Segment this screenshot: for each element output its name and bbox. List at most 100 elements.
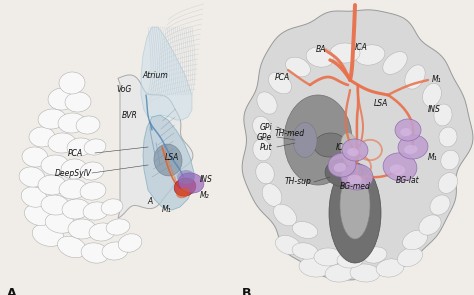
Ellipse shape (57, 236, 86, 258)
Ellipse shape (355, 45, 385, 65)
Text: BVR: BVR (122, 111, 138, 119)
Ellipse shape (293, 122, 317, 158)
Ellipse shape (328, 153, 356, 177)
Ellipse shape (314, 133, 346, 157)
Text: M₁: M₁ (432, 76, 442, 84)
Ellipse shape (45, 213, 75, 233)
Ellipse shape (67, 138, 93, 156)
Ellipse shape (19, 167, 45, 187)
Ellipse shape (330, 43, 360, 63)
Ellipse shape (438, 173, 458, 194)
Ellipse shape (419, 215, 441, 235)
Ellipse shape (273, 204, 297, 226)
Ellipse shape (38, 109, 66, 129)
Ellipse shape (83, 202, 109, 220)
Text: Atrium: Atrium (142, 71, 168, 79)
Ellipse shape (76, 116, 100, 134)
Text: M₁: M₁ (162, 204, 172, 214)
Ellipse shape (314, 248, 342, 266)
Ellipse shape (253, 139, 271, 161)
Ellipse shape (80, 162, 104, 180)
Ellipse shape (48, 88, 76, 110)
Ellipse shape (340, 171, 370, 239)
Ellipse shape (325, 264, 355, 282)
Ellipse shape (24, 204, 52, 226)
Ellipse shape (292, 222, 318, 238)
Text: DeepSylV: DeepSylV (55, 168, 92, 178)
Ellipse shape (84, 139, 106, 155)
Text: BG-med: BG-med (339, 182, 371, 191)
Polygon shape (143, 115, 194, 210)
Ellipse shape (81, 243, 109, 263)
Ellipse shape (80, 182, 106, 200)
Ellipse shape (59, 72, 85, 94)
Ellipse shape (59, 179, 87, 199)
Ellipse shape (262, 184, 282, 206)
Ellipse shape (337, 252, 363, 268)
Ellipse shape (400, 128, 412, 136)
Text: A: A (7, 287, 17, 295)
Ellipse shape (32, 224, 64, 246)
Ellipse shape (41, 155, 69, 175)
Ellipse shape (22, 147, 48, 167)
Ellipse shape (177, 170, 195, 184)
Text: VoG: VoG (117, 86, 132, 94)
Polygon shape (141, 27, 192, 120)
Ellipse shape (275, 235, 301, 255)
Polygon shape (118, 75, 193, 218)
Ellipse shape (62, 199, 90, 219)
Ellipse shape (178, 173, 204, 193)
Text: TH-med: TH-med (275, 129, 305, 137)
Ellipse shape (397, 248, 423, 267)
Ellipse shape (434, 104, 452, 126)
Ellipse shape (48, 133, 76, 153)
Ellipse shape (299, 257, 331, 277)
Ellipse shape (89, 223, 115, 241)
Ellipse shape (363, 247, 387, 263)
Ellipse shape (101, 199, 123, 215)
Ellipse shape (21, 187, 47, 207)
Text: PCA: PCA (68, 148, 83, 158)
Ellipse shape (306, 47, 334, 67)
Ellipse shape (341, 133, 359, 167)
Ellipse shape (423, 83, 441, 107)
Text: M₁: M₁ (428, 153, 438, 161)
Text: BG-lat: BG-lat (396, 176, 420, 185)
Ellipse shape (292, 243, 318, 259)
Ellipse shape (118, 234, 142, 252)
Ellipse shape (402, 230, 428, 250)
Ellipse shape (383, 52, 407, 74)
Ellipse shape (441, 150, 459, 170)
Text: Put: Put (259, 142, 272, 152)
Ellipse shape (58, 113, 86, 133)
Ellipse shape (106, 219, 130, 235)
Ellipse shape (347, 148, 359, 156)
Text: GPe: GPe (257, 132, 272, 142)
Text: M₂: M₂ (200, 191, 210, 199)
Ellipse shape (256, 162, 274, 184)
Ellipse shape (29, 127, 55, 147)
Ellipse shape (350, 264, 380, 282)
Ellipse shape (439, 127, 457, 147)
Ellipse shape (404, 145, 418, 154)
Ellipse shape (61, 159, 87, 179)
Ellipse shape (325, 159, 363, 187)
Text: TH-sup: TH-sup (285, 178, 312, 186)
Ellipse shape (253, 116, 272, 138)
Ellipse shape (102, 242, 128, 260)
Text: BA: BA (316, 45, 326, 55)
Ellipse shape (268, 72, 292, 94)
Ellipse shape (154, 144, 182, 176)
Ellipse shape (284, 95, 352, 185)
Text: IC: IC (336, 142, 344, 152)
Ellipse shape (390, 164, 405, 175)
Ellipse shape (334, 163, 346, 172)
Ellipse shape (376, 259, 404, 277)
Ellipse shape (398, 135, 428, 159)
Polygon shape (242, 10, 473, 280)
Ellipse shape (257, 92, 277, 114)
Text: INS: INS (428, 106, 441, 114)
Text: LSA: LSA (374, 99, 388, 107)
Ellipse shape (174, 178, 196, 196)
Text: B: B (242, 287, 252, 295)
